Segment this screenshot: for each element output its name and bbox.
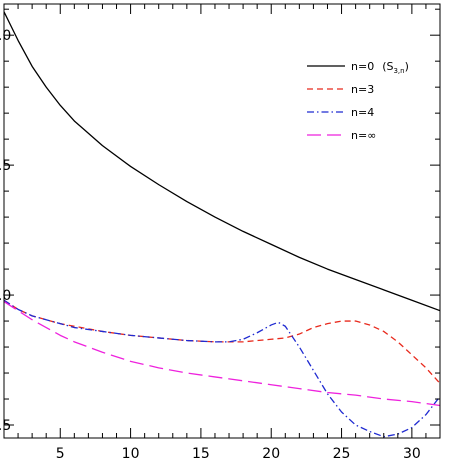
series-layer: [4, 11, 440, 438]
y-tick-label: 3.0: [0, 288, 11, 304]
series-line-2: [4, 299, 440, 438]
y-tick-label: 2.5: [0, 418, 11, 434]
legend-label-0: n=0: [351, 60, 374, 73]
legend-paren-open: (S: [382, 60, 393, 73]
series-line-3: [4, 301, 440, 407]
x-tick-label: 15: [192, 446, 210, 462]
legend-subscript: 3,n: [393, 67, 404, 75]
y-tick-label: 4.0: [0, 28, 11, 44]
axes-layer: 5 10 15 20 25 30 2.5 3.0 3.5 4.0: [0, 3, 441, 462]
x-tick-label: 10: [122, 446, 140, 462]
x-tick-label: 25: [333, 446, 351, 462]
legend-label-3: n=∞: [351, 129, 376, 142]
legend: n=0 (S 3,n) n=3 n=4 n=∞: [307, 60, 409, 142]
x-tick-label: 5: [56, 446, 65, 462]
legend-label-1: n=3: [351, 83, 374, 96]
x-tick-label: 20: [262, 446, 280, 462]
legend-label-2: n=4: [351, 106, 374, 119]
legend-paren-close: ): [405, 60, 409, 73]
series-line-0: [4, 11, 440, 312]
series-line-1: [4, 299, 440, 384]
x-tick-label: 30: [403, 446, 421, 462]
y-tick-label: 3.5: [0, 158, 11, 174]
plot-frame: [3, 3, 441, 439]
